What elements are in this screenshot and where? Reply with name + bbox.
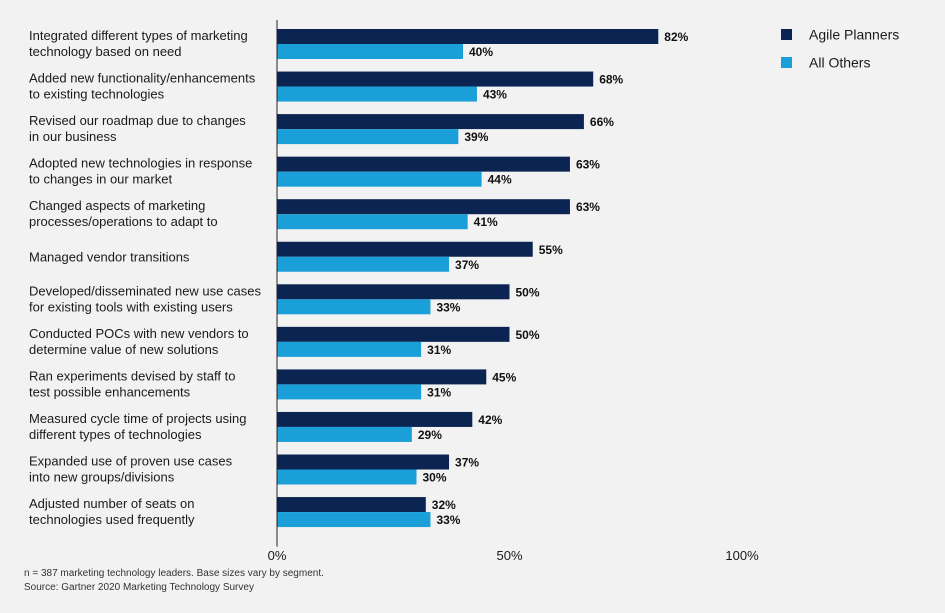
value-labels: 82% 40% 68% 43% 66% 39% 63% 44% 63% 41% 55% 37% 50% 3… (418, 30, 689, 527)
category-label-line: into new groups/divisions (29, 470, 175, 485)
source-note: Source: Gartner 2020 Marketing Technolog… (24, 582, 254, 593)
bar-agile-planners (277, 114, 584, 130)
value-label: 63% (576, 158, 600, 172)
bar-all-others (277, 426, 412, 442)
value-label: 44% (488, 173, 512, 187)
bar-agile-planners (277, 199, 570, 215)
bar-all-others (277, 469, 417, 485)
category-label: Ran experiments devised by staff to test … (29, 368, 235, 399)
category-label: Developed/disseminated new use cases for … (29, 283, 261, 314)
category-label-line: Measured cycle time of projects using (29, 411, 246, 426)
sample-size-note: n = 387 marketing technology leaders. Ba… (24, 568, 324, 579)
category-label: Revised our roadmap due to changes in our… (29, 113, 246, 144)
bar-all-others (277, 214, 468, 230)
value-label: 39% (464, 130, 488, 144)
value-label: 68% (599, 73, 623, 87)
category-label: Conducted POCs with new vendors to determ… (29, 326, 249, 357)
value-label: 31% (427, 385, 451, 399)
value-label: 37% (455, 258, 479, 272)
category-label-line: Revised our roadmap due to changes (29, 113, 246, 128)
category-label: Expanded use of proven use cases into new… (29, 454, 233, 485)
category-label: Measured cycle time of projects using dif… (29, 411, 246, 442)
legend-swatch-agile-planners (781, 29, 792, 40)
x-tick-label: 0% (268, 548, 287, 563)
category-label-line: for existing tools with existing users (29, 299, 233, 314)
category-label: Adjusted number of seats on technologies … (29, 496, 195, 527)
bar-agile-planners (277, 156, 570, 172)
bar-all-others (277, 341, 422, 357)
category-label-line: Developed/disseminated new use cases (29, 283, 261, 298)
bar-agile-planners (277, 411, 473, 427)
bar-agile-planners (277, 29, 659, 44)
category-label: Adopted new technologies in response to c… (29, 156, 252, 187)
bar-agile-planners (277, 71, 594, 87)
value-label: 63% (576, 200, 600, 214)
category-label: Changed aspects of marketing processes/op… (29, 198, 218, 229)
value-label: 29% (418, 428, 442, 442)
value-label: 50% (516, 328, 540, 342)
category-label-line: to changes in our market (29, 172, 172, 187)
category-label-line: technologies used frequently (29, 512, 195, 527)
value-label: 55% (539, 243, 563, 257)
category-label: Integrated different types of marketing t… (29, 28, 248, 59)
bar-agile-planners (277, 326, 510, 342)
value-label: 45% (492, 370, 516, 384)
bar-all-others (277, 256, 450, 272)
x-tick-label: 100% (725, 548, 759, 563)
category-label-line: test possible enhancements (29, 384, 191, 399)
category-label-line: Adopted new technologies in response (29, 156, 252, 171)
category-label-line: processes/operations to adapt to (29, 214, 218, 229)
category-label-line: to existing technologies (29, 87, 165, 102)
legend-swatch-all-others (781, 57, 792, 68)
category-label: Managed vendor transitions (29, 249, 190, 264)
value-label: 42% (478, 413, 502, 427)
x-axis-ticks: 0% 50% 100% (268, 548, 759, 563)
legend: Agile Planners All Others (781, 27, 899, 71)
category-labels: Integrated different types of marketing t… (29, 28, 261, 527)
value-label: 31% (427, 343, 451, 357)
value-label: 37% (455, 456, 479, 470)
category-label-line: Added new functionality/enhancements (29, 71, 256, 86)
bar-all-others (277, 171, 482, 187)
bar-all-others (277, 86, 477, 102)
value-label: 33% (436, 300, 460, 314)
legend-label: All Others (809, 55, 870, 71)
bar-all-others (277, 129, 459, 145)
value-label: 33% (436, 513, 460, 527)
category-label-line: Adjusted number of seats on (29, 496, 195, 511)
bar-agile-planners (277, 284, 510, 300)
value-label: 43% (483, 88, 507, 102)
category-label-line: in our business (29, 129, 117, 144)
category-label-line: technology based on need (29, 44, 182, 59)
bars (277, 29, 659, 528)
category-label-line: Changed aspects of marketing (29, 198, 205, 213)
value-label: 50% (516, 285, 540, 299)
value-label: 41% (474, 215, 498, 229)
bar-all-others (277, 44, 463, 59)
bar-agile-planners (277, 454, 450, 470)
category-label-line: Expanded use of proven use cases (29, 454, 233, 469)
bar-all-others (277, 512, 431, 528)
bar-all-others (277, 299, 431, 315)
category-label-line: determine value of new solutions (29, 342, 219, 357)
category-label-line: Conducted POCs with new vendors to (29, 326, 249, 341)
legend-label: Agile Planners (809, 27, 899, 43)
bar-agile-planners (277, 369, 487, 385)
category-label-line: Ran experiments devised by staff to (29, 368, 235, 383)
bar-agile-planners (277, 497, 426, 513)
category-label-line: Integrated different types of marketing (29, 28, 248, 43)
value-label: 30% (423, 471, 447, 485)
value-label: 66% (590, 115, 614, 129)
x-tick-label: 50% (496, 548, 522, 563)
value-label: 32% (432, 498, 456, 512)
category-label: Added new functionality/enhancements to e… (29, 71, 256, 102)
value-label: 40% (469, 45, 493, 59)
bar-agile-planners (277, 241, 533, 257)
value-label: 82% (664, 30, 688, 44)
category-label-line: different types of technologies (29, 427, 202, 442)
bar-all-others (277, 384, 422, 400)
